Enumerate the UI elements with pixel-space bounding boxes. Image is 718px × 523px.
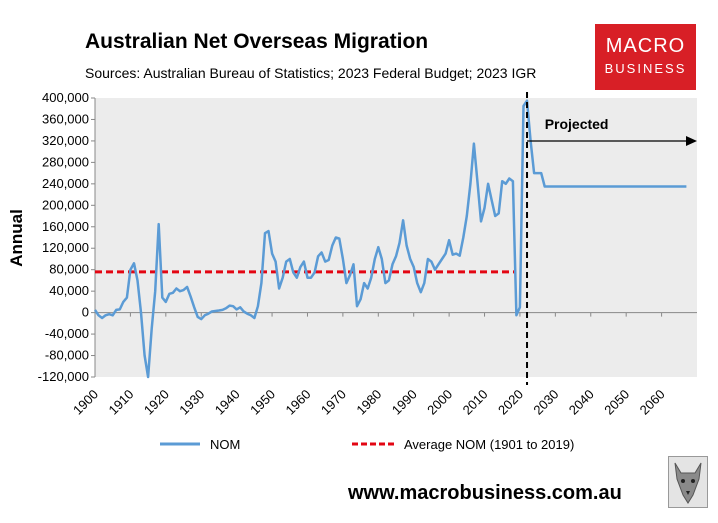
x-tick-label: 1930 xyxy=(176,387,207,418)
y-tick-label: 240,000 xyxy=(42,176,89,191)
projection-arrow-head-icon xyxy=(686,136,697,146)
x-tick-label: 2000 xyxy=(424,387,455,418)
y-tick-label: 200,000 xyxy=(42,197,89,212)
chart-subtitle: Sources: Australian Bureau of Statistics… xyxy=(85,65,537,81)
y-tick-label: -80,000 xyxy=(45,348,89,363)
y-tick-label: 400,000 xyxy=(42,90,89,105)
legend: NOM Average NOM (1901 to 2019) xyxy=(160,437,574,452)
plot-area xyxy=(95,98,697,377)
x-tick-label: 2020 xyxy=(495,387,526,418)
x-tick-label: 2010 xyxy=(460,387,491,418)
x-tick-label: 1900 xyxy=(70,387,101,418)
x-tick-label: 1980 xyxy=(353,387,384,418)
y-axis: 400,000 360,000 320,000 280,000 240,000 200,0… xyxy=(38,90,96,384)
x-tick-label: 2050 xyxy=(601,387,632,418)
x-tick-label: 1940 xyxy=(212,387,243,418)
x-tick-label: 1960 xyxy=(283,387,314,418)
x-tick-label: 1990 xyxy=(389,387,420,418)
y-tick-label: -120,000 xyxy=(38,369,89,384)
y-tick-label: -40,000 xyxy=(45,326,89,341)
macrobusiness-logo: MACRO BUSINESS xyxy=(595,24,696,90)
website-url: www.macrobusiness.com.au xyxy=(348,482,622,504)
chart-title: Australian Net Overseas Migration xyxy=(85,30,429,53)
y-tick-label: 120,000 xyxy=(42,240,89,255)
wolf-logo-icon xyxy=(668,456,708,508)
x-tick-label: 2030 xyxy=(530,387,561,418)
x-tick-label: 1950 xyxy=(247,387,278,418)
nom-line xyxy=(93,99,687,379)
y-tick-label: 160,000 xyxy=(42,219,89,234)
y-tick-label: 80,000 xyxy=(49,262,89,277)
y-tick-label: 320,000 xyxy=(42,133,89,148)
x-tick-label: 1920 xyxy=(141,387,172,418)
projected-annotation: Projected xyxy=(545,116,609,132)
forecast-divider xyxy=(526,92,697,385)
logo-line-1: MACRO xyxy=(605,35,686,57)
y-tick-label: 360,000 xyxy=(42,111,89,126)
x-tick-label: 2040 xyxy=(566,387,597,418)
y-tick-label: 0 xyxy=(82,305,89,320)
x-tick-label: 1910 xyxy=(105,387,136,418)
y-axis-label: Annual xyxy=(7,209,26,267)
y-tick-label: 40,000 xyxy=(49,283,89,298)
logo-line-2: BUSINESS xyxy=(604,61,687,76)
x-tick-label: 2060 xyxy=(637,387,668,418)
x-tick-label: 1970 xyxy=(318,387,349,418)
legend-average-label: Average NOM (1901 to 2019) xyxy=(404,437,574,452)
legend-nom-label: NOM xyxy=(210,437,240,452)
y-tick-label: 280,000 xyxy=(42,154,89,169)
nom-series xyxy=(93,99,687,379)
